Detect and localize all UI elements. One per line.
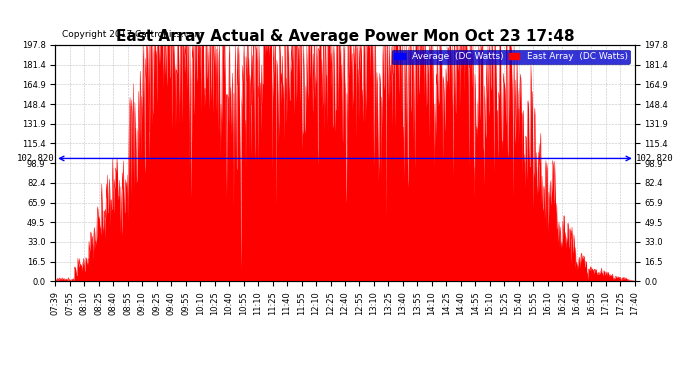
Title: East Array Actual & Average Power Mon Oct 23 17:48: East Array Actual & Average Power Mon Oc… bbox=[116, 29, 574, 44]
Text: 102.820: 102.820 bbox=[17, 154, 55, 163]
Text: 102.820: 102.820 bbox=[635, 154, 673, 163]
Legend: Average  (DC Watts), East Array  (DC Watts): Average (DC Watts), East Array (DC Watts… bbox=[392, 50, 630, 64]
Text: Copyright 2017 Cartronics.com: Copyright 2017 Cartronics.com bbox=[62, 30, 204, 39]
